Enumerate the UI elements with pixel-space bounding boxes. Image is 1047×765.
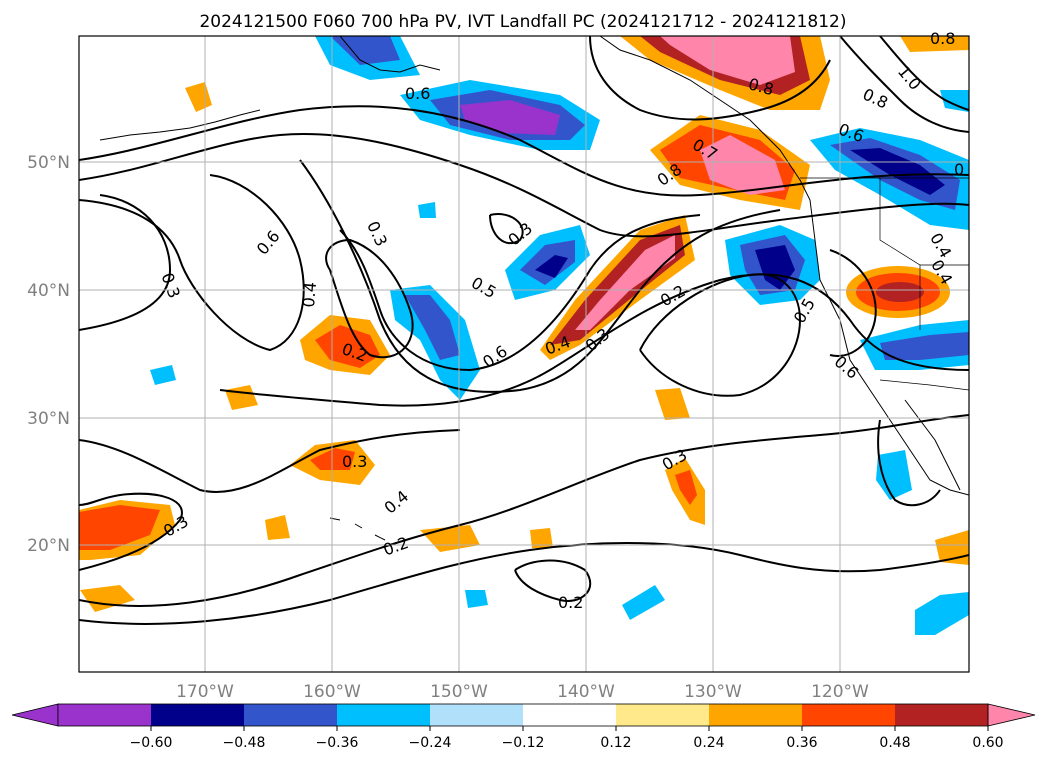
contour-line-5	[299, 159, 781, 393]
contour-label: 0.3	[342, 452, 367, 471]
negative-anomaly-north-edge-inner	[330, 36, 400, 65]
negative-anomaly-small-2	[418, 202, 436, 218]
positive-anomaly-small-6	[655, 388, 690, 420]
contour-label: 0.4	[299, 281, 320, 308]
negative-anomaly-southwest-us-inner	[880, 332, 969, 360]
colorbar-tick-label: −0.12	[502, 735, 545, 751]
lon-labels: 170°W 160°W 150°W 140°W 130°W 120°W	[176, 682, 869, 702]
lon-label-170w: 170°W	[176, 682, 234, 702]
lat-label-20n: 20°N	[27, 536, 70, 556]
contour-line-11	[79, 429, 461, 493]
pv-anomaly-shading	[79, 36, 969, 635]
positive-anomaly-133w-inner	[675, 470, 697, 505]
lon-label-160w: 160°W	[303, 682, 361, 702]
colorbar-segment	[895, 704, 989, 726]
lat-label-40n: 40°N	[27, 281, 70, 301]
coastlines	[99, 36, 969, 541]
figure-title: 2024121500 F060 700 hPa PV, IVT Landfall…	[199, 12, 846, 32]
colorbar-segment	[244, 704, 338, 726]
positive-anomaly-gulf-alaska-core	[660, 36, 795, 85]
lat-labels: 50°N 40°N 30°N 20°N	[27, 153, 70, 556]
negative-anomaly-small-5	[915, 592, 969, 635]
lon-label-120w: 120°W	[811, 682, 869, 702]
colorbar	[11, 703, 1036, 727]
colorbar-tick-label: −0.48	[223, 735, 266, 751]
colorbar-tick-label: 0.60	[972, 735, 1003, 751]
positive-anomaly-california-core	[876, 282, 924, 302]
coastline-aleutians	[99, 109, 261, 141]
negative-anomaly-small-4	[622, 585, 665, 620]
contour-line-9	[639, 273, 802, 397]
contour-line-13	[79, 414, 969, 607]
colorbar-tick-label: 0.12	[600, 735, 631, 751]
coastline-alaska	[339, 36, 969, 496]
contour-line-20	[877, 419, 941, 507]
colorbar-segment	[709, 704, 803, 726]
contour-line-17	[839, 36, 969, 133]
colorbar-tick-label: 0.36	[786, 735, 817, 751]
colorbar-tick-label: −0.24	[409, 735, 452, 751]
negative-anomaly-canada-core	[850, 148, 945, 195]
contour-line-10	[489, 213, 524, 245]
colorbar-segment	[430, 704, 524, 726]
positive-anomaly-175w-inner	[79, 505, 160, 550]
positive-anomaly-small-5	[265, 515, 290, 540]
positive-anomaly-pacific-nw-core	[700, 135, 785, 195]
coastline-baja	[904, 399, 961, 491]
colorbar-ticks: −0.60 −0.48 −0.36 −0.24 −0.12 0.12 0.24 0.36 0.4…	[130, 726, 1004, 751]
border-states-1	[879, 178, 969, 266]
colorbar-segment	[616, 704, 710, 726]
contour-line-18	[879, 36, 969, 111]
colorbar-tick-label: −0.60	[130, 735, 173, 751]
colorbar-tick-label: 0.24	[693, 735, 724, 751]
colorbar-segment	[151, 704, 245, 726]
colorbar-segment	[802, 704, 896, 726]
contour-line-15	[514, 559, 592, 602]
positive-anomaly-small-4	[80, 585, 135, 612]
map-border	[78, 35, 970, 673]
negative-anomaly-central-core	[535, 255, 568, 278]
colorbar-tick-label: 0.48	[879, 735, 910, 751]
contour-line-7	[325, 238, 414, 359]
contour-line-19	[829, 249, 877, 357]
contour-line-4	[79, 194, 172, 331]
positive-anomaly-small-7	[530, 528, 553, 548]
positive-anomaly-small-9	[900, 36, 969, 52]
contour-line-16	[589, 36, 831, 121]
lon-label-140w: 140°W	[557, 682, 615, 702]
lat-label-50n: 50°N	[27, 153, 70, 173]
negative-anomaly-mexico	[876, 450, 912, 500]
colorbar-extension-high	[987, 703, 1036, 727]
gridlines	[79, 36, 969, 672]
border-us-mexico	[879, 379, 969, 391]
positive-anomaly-160w-inner	[315, 325, 380, 368]
borders	[800, 177, 969, 391]
positive-anomaly-central-diagonal-core	[575, 235, 675, 330]
negative-anomaly-small-1	[150, 365, 176, 385]
colorbar-extension-low	[11, 703, 59, 727]
contour-line-8	[219, 273, 969, 407]
ivt-contours	[79, 36, 969, 625]
contour-label: 0.6	[405, 84, 430, 103]
negative-anomaly-150w-inner	[405, 295, 460, 360]
lon-label-130w: 130°W	[684, 682, 742, 702]
colorbar-segment	[523, 704, 617, 726]
contour-line-3	[79, 174, 305, 352]
lat-label-30n: 30°N	[27, 409, 70, 429]
colorbar-segment	[58, 704, 152, 726]
colorbar-tick-label: −0.36	[316, 735, 359, 751]
negative-anomaly-pacific-nw-core	[755, 245, 795, 290]
contour-label: 0.2	[558, 593, 583, 612]
contour-label: 0	[954, 160, 964, 179]
contour-line-1	[79, 105, 969, 197]
contour-label: 0.8	[930, 29, 955, 48]
lon-label-150w: 150°W	[430, 682, 488, 702]
negative-anomaly-small-3	[465, 590, 488, 608]
colorbar-segment	[337, 704, 431, 726]
contour-line-2	[79, 133, 969, 238]
contour-line-12	[79, 492, 183, 571]
contour-line-6	[339, 214, 701, 372]
